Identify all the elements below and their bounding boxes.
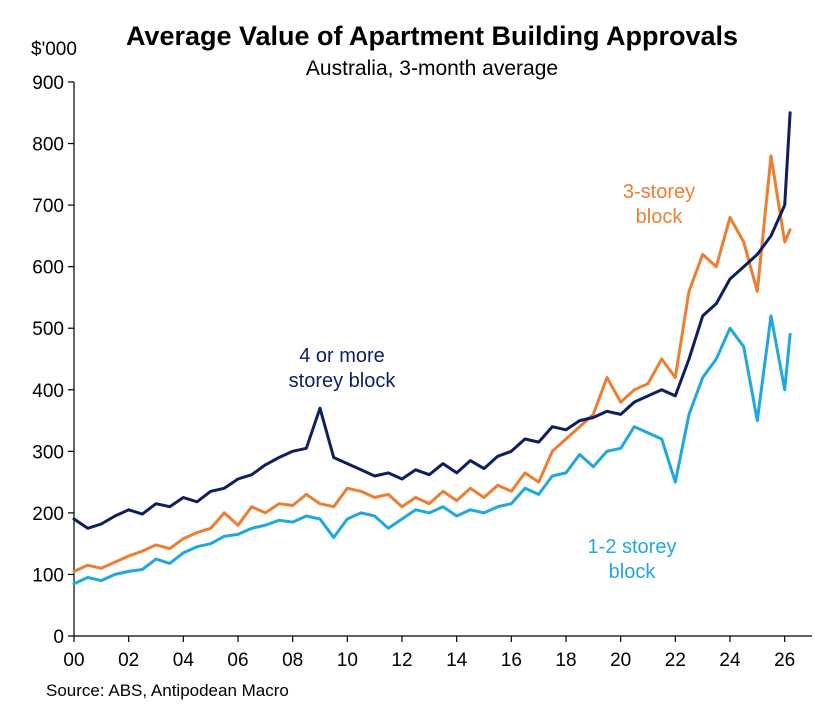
series-annotation-line: block <box>609 561 657 583</box>
x-tick-label: 18 <box>555 650 576 671</box>
series-annotation-line: 4 or more <box>299 345 385 367</box>
series-annotation-line: 1-2 storey <box>588 536 677 558</box>
x-tick-label: 16 <box>501 650 522 671</box>
x-axis-ticks: 00 02 04 06 08 10 12 14 16 18 20 22 24 26 <box>63 636 795 671</box>
y-tick-label: 700 <box>32 196 64 217</box>
series-annotation: 4 or more storey block <box>289 345 397 392</box>
series-annotation: 3-storey block <box>623 181 695 228</box>
y-axis-unit-label: $'000 <box>31 39 77 60</box>
y-tick-label: 0 <box>53 627 64 648</box>
y-axis-ticks: 0 100 200 300 400 500 600 700 800 900 <box>32 73 74 648</box>
x-tick-label: 24 <box>719 650 741 671</box>
y-tick-label: 300 <box>32 442 64 463</box>
y-tick-label: 900 <box>32 73 64 94</box>
y-tick-label: 400 <box>32 381 64 402</box>
y-tick-label: 200 <box>32 504 64 525</box>
series-line-2 <box>72 111 792 530</box>
y-tick-label: 600 <box>32 258 64 279</box>
series-annotation-line: block <box>636 206 684 228</box>
series-annotation-line: 3-storey <box>623 181 695 203</box>
x-tick-label: 26 <box>774 650 795 671</box>
series-annotation: 1-2 storey block <box>588 536 677 583</box>
x-tick-label: 02 <box>118 650 139 671</box>
x-tick-label: 14 <box>446 650 468 671</box>
x-tick-label: 08 <box>282 650 303 671</box>
y-tick-label: 800 <box>32 135 64 156</box>
source-note: Source: ABS, Antipodean Macro <box>46 681 289 700</box>
y-tick-label: 100 <box>32 565 64 586</box>
y-tick-label: 500 <box>32 319 64 340</box>
chart-title: Average Value of Apartment Building Appr… <box>126 21 738 51</box>
x-tick-label: 22 <box>665 650 686 671</box>
series-lines <box>72 111 792 586</box>
x-tick-label: 10 <box>337 650 358 671</box>
x-tick-label: 04 <box>173 650 195 671</box>
x-tick-label: 20 <box>610 650 631 671</box>
series-line-0 <box>72 314 792 586</box>
series-annotation-line: storey block <box>289 370 397 392</box>
chart-subtitle: Australia, 3-month average <box>306 57 558 80</box>
x-tick-label: 12 <box>391 650 412 671</box>
x-tick-label: 00 <box>63 650 84 671</box>
series-line-1 <box>72 154 792 573</box>
axes <box>73 82 812 637</box>
x-tick-label: 06 <box>227 650 248 671</box>
